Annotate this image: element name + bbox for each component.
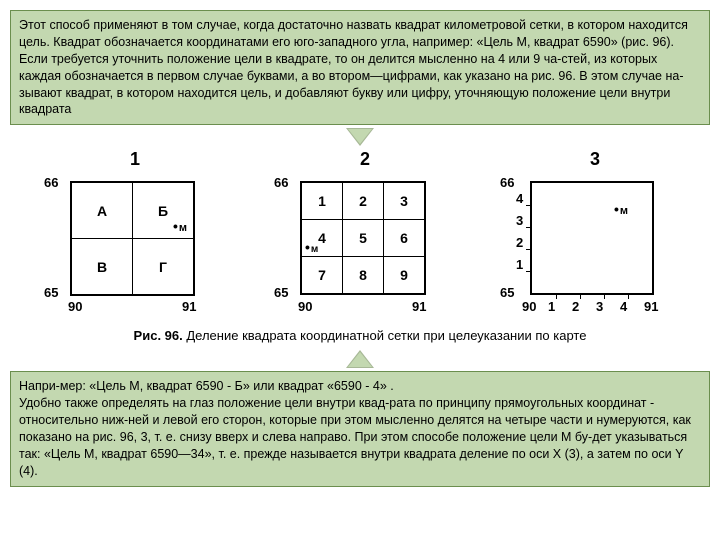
caption-num: Рис. 96. [134, 328, 183, 343]
panel-2-title: 2 [360, 149, 370, 170]
p3-y66: 66 [500, 175, 514, 190]
c8: 8 [343, 257, 384, 295]
p2-x90: 90 [298, 299, 312, 314]
target-m-1: м [173, 218, 187, 234]
c1: 1 [301, 182, 343, 220]
cell-g: Г [133, 239, 195, 296]
c4: 4 м [301, 220, 343, 257]
p3-y65: 65 [500, 285, 514, 300]
grid-3: м [530, 181, 654, 295]
p3-x3: 3 [596, 299, 603, 314]
c2: 2 [343, 182, 384, 220]
p3-x4: 4 [620, 299, 627, 314]
panel-2: 2 1 2 3 4 м 5 6 7 8 9 [260, 153, 460, 318]
grid-2: 1 2 3 4 м 5 6 7 8 9 [300, 181, 426, 295]
c5: 5 [343, 220, 384, 257]
label-b: Б [158, 203, 168, 219]
c7: 7 [301, 257, 343, 295]
p2-y65: 65 [274, 285, 288, 300]
p3-x91: 91 [644, 299, 658, 314]
panel-1-title: 1 [130, 149, 140, 170]
panel-3: 3 м 66 4 3 [490, 153, 690, 318]
p3-x2: 2 [572, 299, 579, 314]
p3-y2: 2 [516, 235, 523, 250]
target-m-2: м [305, 239, 318, 255]
label-4: 4 [318, 230, 326, 246]
cell-a: А [71, 182, 133, 239]
panel-3-title: 3 [590, 149, 600, 170]
example-text: Напри-мер: «Цель М, квадрат 6590 - Б» ил… [10, 371, 710, 486]
caption-text: Деление квадрата координатной сетки при … [183, 328, 587, 343]
p2-x91: 91 [412, 299, 426, 314]
x90: 90 [68, 299, 82, 314]
x91: 91 [182, 299, 196, 314]
p3-y3: 3 [516, 213, 523, 228]
c3: 3 [384, 182, 426, 220]
arrow-up [346, 350, 374, 368]
p3-y4: 4 [516, 191, 523, 206]
intro-text: Этот способ применяют в том случае, когд… [10, 10, 710, 125]
y66: 66 [44, 175, 58, 190]
figure-caption: Рис. 96. Деление квадрата координатной с… [30, 328, 690, 343]
p2-y66: 66 [274, 175, 288, 190]
grid-1: А Б м В Г [70, 181, 195, 296]
y65: 65 [44, 285, 58, 300]
figure-96: 1 А Б м В Г 66 65 90 91 2 [30, 153, 690, 343]
c6: 6 [384, 220, 426, 257]
panel-1: 1 А Б м В Г 66 65 90 91 [30, 153, 230, 318]
cell-b: Б м [133, 182, 195, 239]
p3-x90: 90 [522, 299, 536, 314]
c9: 9 [384, 257, 426, 295]
cell-v: В [71, 239, 133, 296]
arrow-down [346, 128, 374, 146]
p3-x1: 1 [548, 299, 555, 314]
target-m-3: м [614, 201, 628, 217]
p3-y1: 1 [516, 257, 523, 272]
